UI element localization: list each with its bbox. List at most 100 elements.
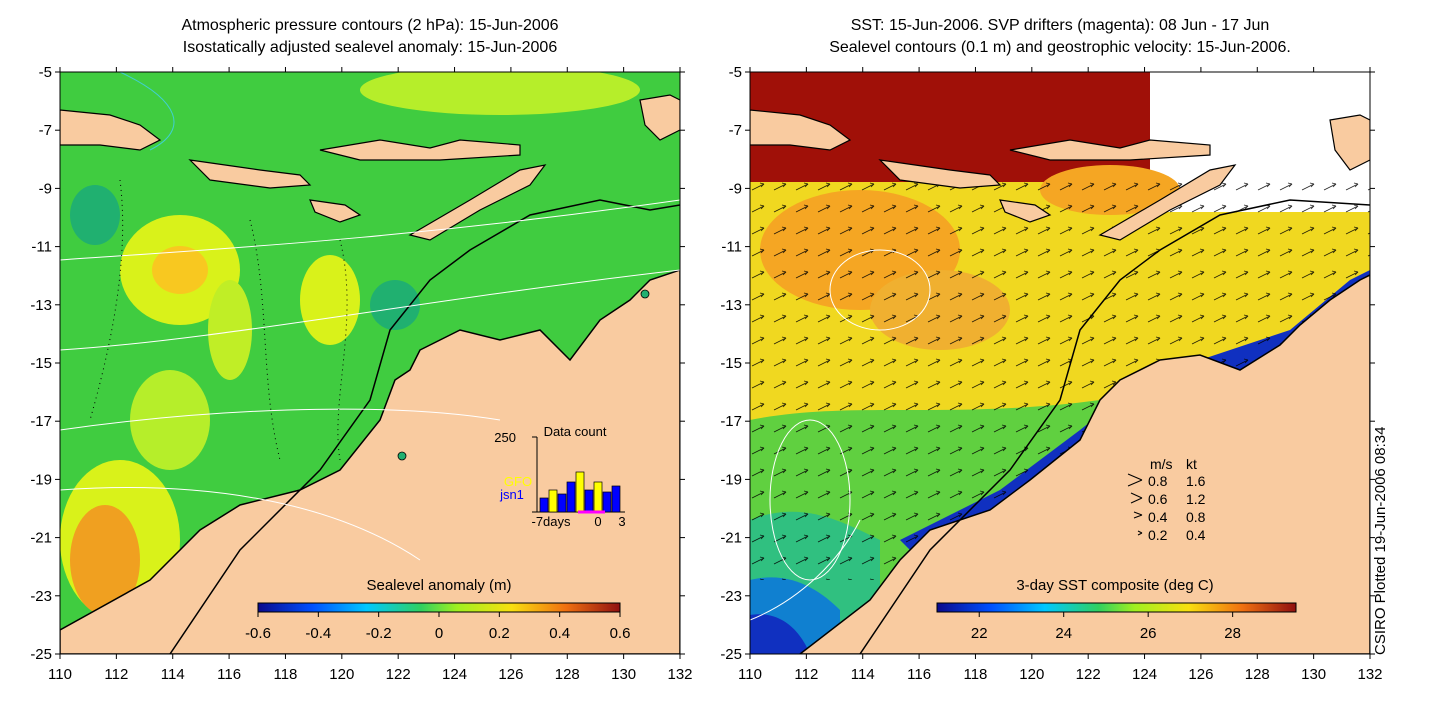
left-map: [60, 72, 680, 654]
sst-colorbar-tick: 26: [1140, 625, 1157, 642]
velocity-legend-ms: 0.4: [1148, 509, 1168, 525]
pressure-contour: [60, 408, 501, 431]
right-map: [750, 72, 1370, 654]
lat-tick-label: -21: [720, 530, 742, 547]
lon-tick-label: 110: [48, 666, 72, 683]
lat-tick-label: -17: [720, 413, 742, 430]
lat-tick-label: -9: [729, 180, 742, 197]
lesser-sunda-island: [878, 159, 1002, 189]
sst-colorbar-label: 3-day SST composite (deg C): [1016, 577, 1213, 594]
lon-tick-label: 110: [738, 666, 762, 683]
lat-tick-label: -21: [30, 530, 52, 547]
inset-series-gfo: GFO: [504, 474, 532, 489]
lat-tick-label: -15: [720, 355, 742, 372]
tanimbar-island: [639, 94, 680, 141]
tanimbar-island: [1329, 114, 1370, 171]
australia-land: [60, 269, 680, 654]
sla-zero-contour: [337, 239, 348, 461]
inset-y-max: 250: [494, 430, 516, 445]
credit-label: CSIRO Plotted 19-Jun-2006 08:34: [1372, 426, 1389, 655]
sla-mid-blob: [360, 72, 640, 115]
inset-title: Data count: [544, 424, 607, 439]
lat-tick-label: -9: [39, 180, 52, 197]
inset-x-label: -7days: [531, 514, 571, 529]
lon-tick-label: 114: [161, 666, 185, 683]
sla-colorbar-label: Sealevel anomaly (m): [366, 577, 511, 594]
sealevel-contour: [769, 419, 851, 581]
sst-colorbar-tick: 24: [1055, 625, 1072, 642]
lon-tick-label: 118: [273, 666, 297, 683]
histogram-bar: [557, 493, 567, 513]
sla-colorbar-tick: 0.4: [549, 625, 570, 642]
right-title-line1: SST: 15-Jun-2006. SVP drifters (magenta)…: [850, 17, 1270, 34]
timor-island: [1098, 164, 1237, 241]
sumba-island: [999, 199, 1052, 223]
lat-tick-label: -11: [31, 239, 52, 256]
shelf-contour: [859, 199, 1370, 654]
pressure-contour: [60, 487, 421, 561]
lon-tick-label: 114: [851, 666, 875, 683]
lon-tick-label: 126: [1188, 666, 1213, 683]
histogram-bar: [575, 471, 585, 513]
lat-tick-label: -7: [39, 122, 52, 139]
lat-tick-label: -19: [30, 471, 52, 488]
lat-tick-label: -25: [720, 646, 742, 663]
lat-tick-label: -23: [30, 588, 52, 605]
sla-colorbar-tick: 0.6: [610, 625, 631, 642]
data-count-inset: [532, 436, 625, 514]
lon-tick-label: 116: [907, 666, 931, 683]
inset-series-jsn1: jsn1: [499, 487, 524, 502]
lon-tick-label: 118: [963, 666, 987, 683]
histogram-bar: [566, 481, 576, 513]
sla-high-core: [70, 505, 140, 615]
lon-tick-label: 128: [1245, 666, 1270, 683]
flores-island: [1009, 139, 1211, 161]
lon-tick-label: 132: [667, 666, 692, 683]
lat-tick-label: -5: [39, 64, 52, 81]
velocity-legend-arrows: [1127, 473, 1143, 536]
lon-tick-label: 122: [1076, 666, 1101, 683]
sla-low-blob: [370, 280, 420, 330]
histogram-bar: [602, 491, 612, 513]
lon-tick-label: 126: [498, 666, 523, 683]
lat-tick-label: -25: [30, 646, 52, 663]
sla-colorbar-tick: 0: [435, 625, 443, 642]
java-island: [750, 109, 852, 151]
timor-island: [408, 164, 547, 241]
sla-colorbar-tick: 0.2: [489, 625, 510, 642]
lat-tick-label: -23: [720, 588, 742, 605]
sealevel-contour: [829, 249, 931, 331]
lat-tick-label: -7: [729, 122, 742, 139]
inset-x-label: 0: [594, 514, 601, 529]
velocity-legend-kt: 1.2: [1186, 491, 1206, 507]
velocity-legend-ms: 0.6: [1148, 491, 1168, 507]
lon-tick-label: 112: [104, 666, 128, 683]
sst-colorbar-tick: 28: [1224, 625, 1241, 642]
lon-tick-label: 122: [386, 666, 411, 683]
velocity-legend-kt: 0.4: [1186, 527, 1206, 543]
tide-gauge-marker: [397, 451, 407, 461]
sla-high-core: [152, 246, 208, 294]
lon-tick-label: 128: [555, 666, 580, 683]
lat-tick-label: -13: [30, 297, 52, 314]
tide-gauge-marker: [640, 289, 650, 299]
sla-colorbar-tick: -0.6: [245, 625, 271, 642]
lat-tick-label: -19: [720, 471, 742, 488]
lesser-sunda-island: [188, 159, 312, 189]
lat-tick-label: -15: [30, 355, 52, 372]
lon-tick-label: 116: [217, 666, 241, 683]
velocity-legend-kt: 0.8: [1186, 509, 1206, 525]
pressure-contour: [60, 269, 680, 351]
pressure-contour: [60, 199, 680, 261]
lon-tick-label: 120: [329, 666, 354, 683]
left-title-line2: Isostatically adjusted sealevel anomaly:…: [182, 39, 558, 56]
lon-tick-label: 130: [611, 666, 636, 683]
lon-tick-label: 130: [1301, 666, 1326, 683]
lat-tick-label: -5: [729, 64, 742, 81]
australia-land: [798, 274, 1370, 654]
sealevel-contour: [750, 519, 861, 621]
left-title-line1: Atmospheric pressure contours (2 hPa): 1…: [181, 17, 559, 34]
sst-cold-zone: [750, 614, 810, 654]
sla-zero-contour: [249, 219, 281, 461]
